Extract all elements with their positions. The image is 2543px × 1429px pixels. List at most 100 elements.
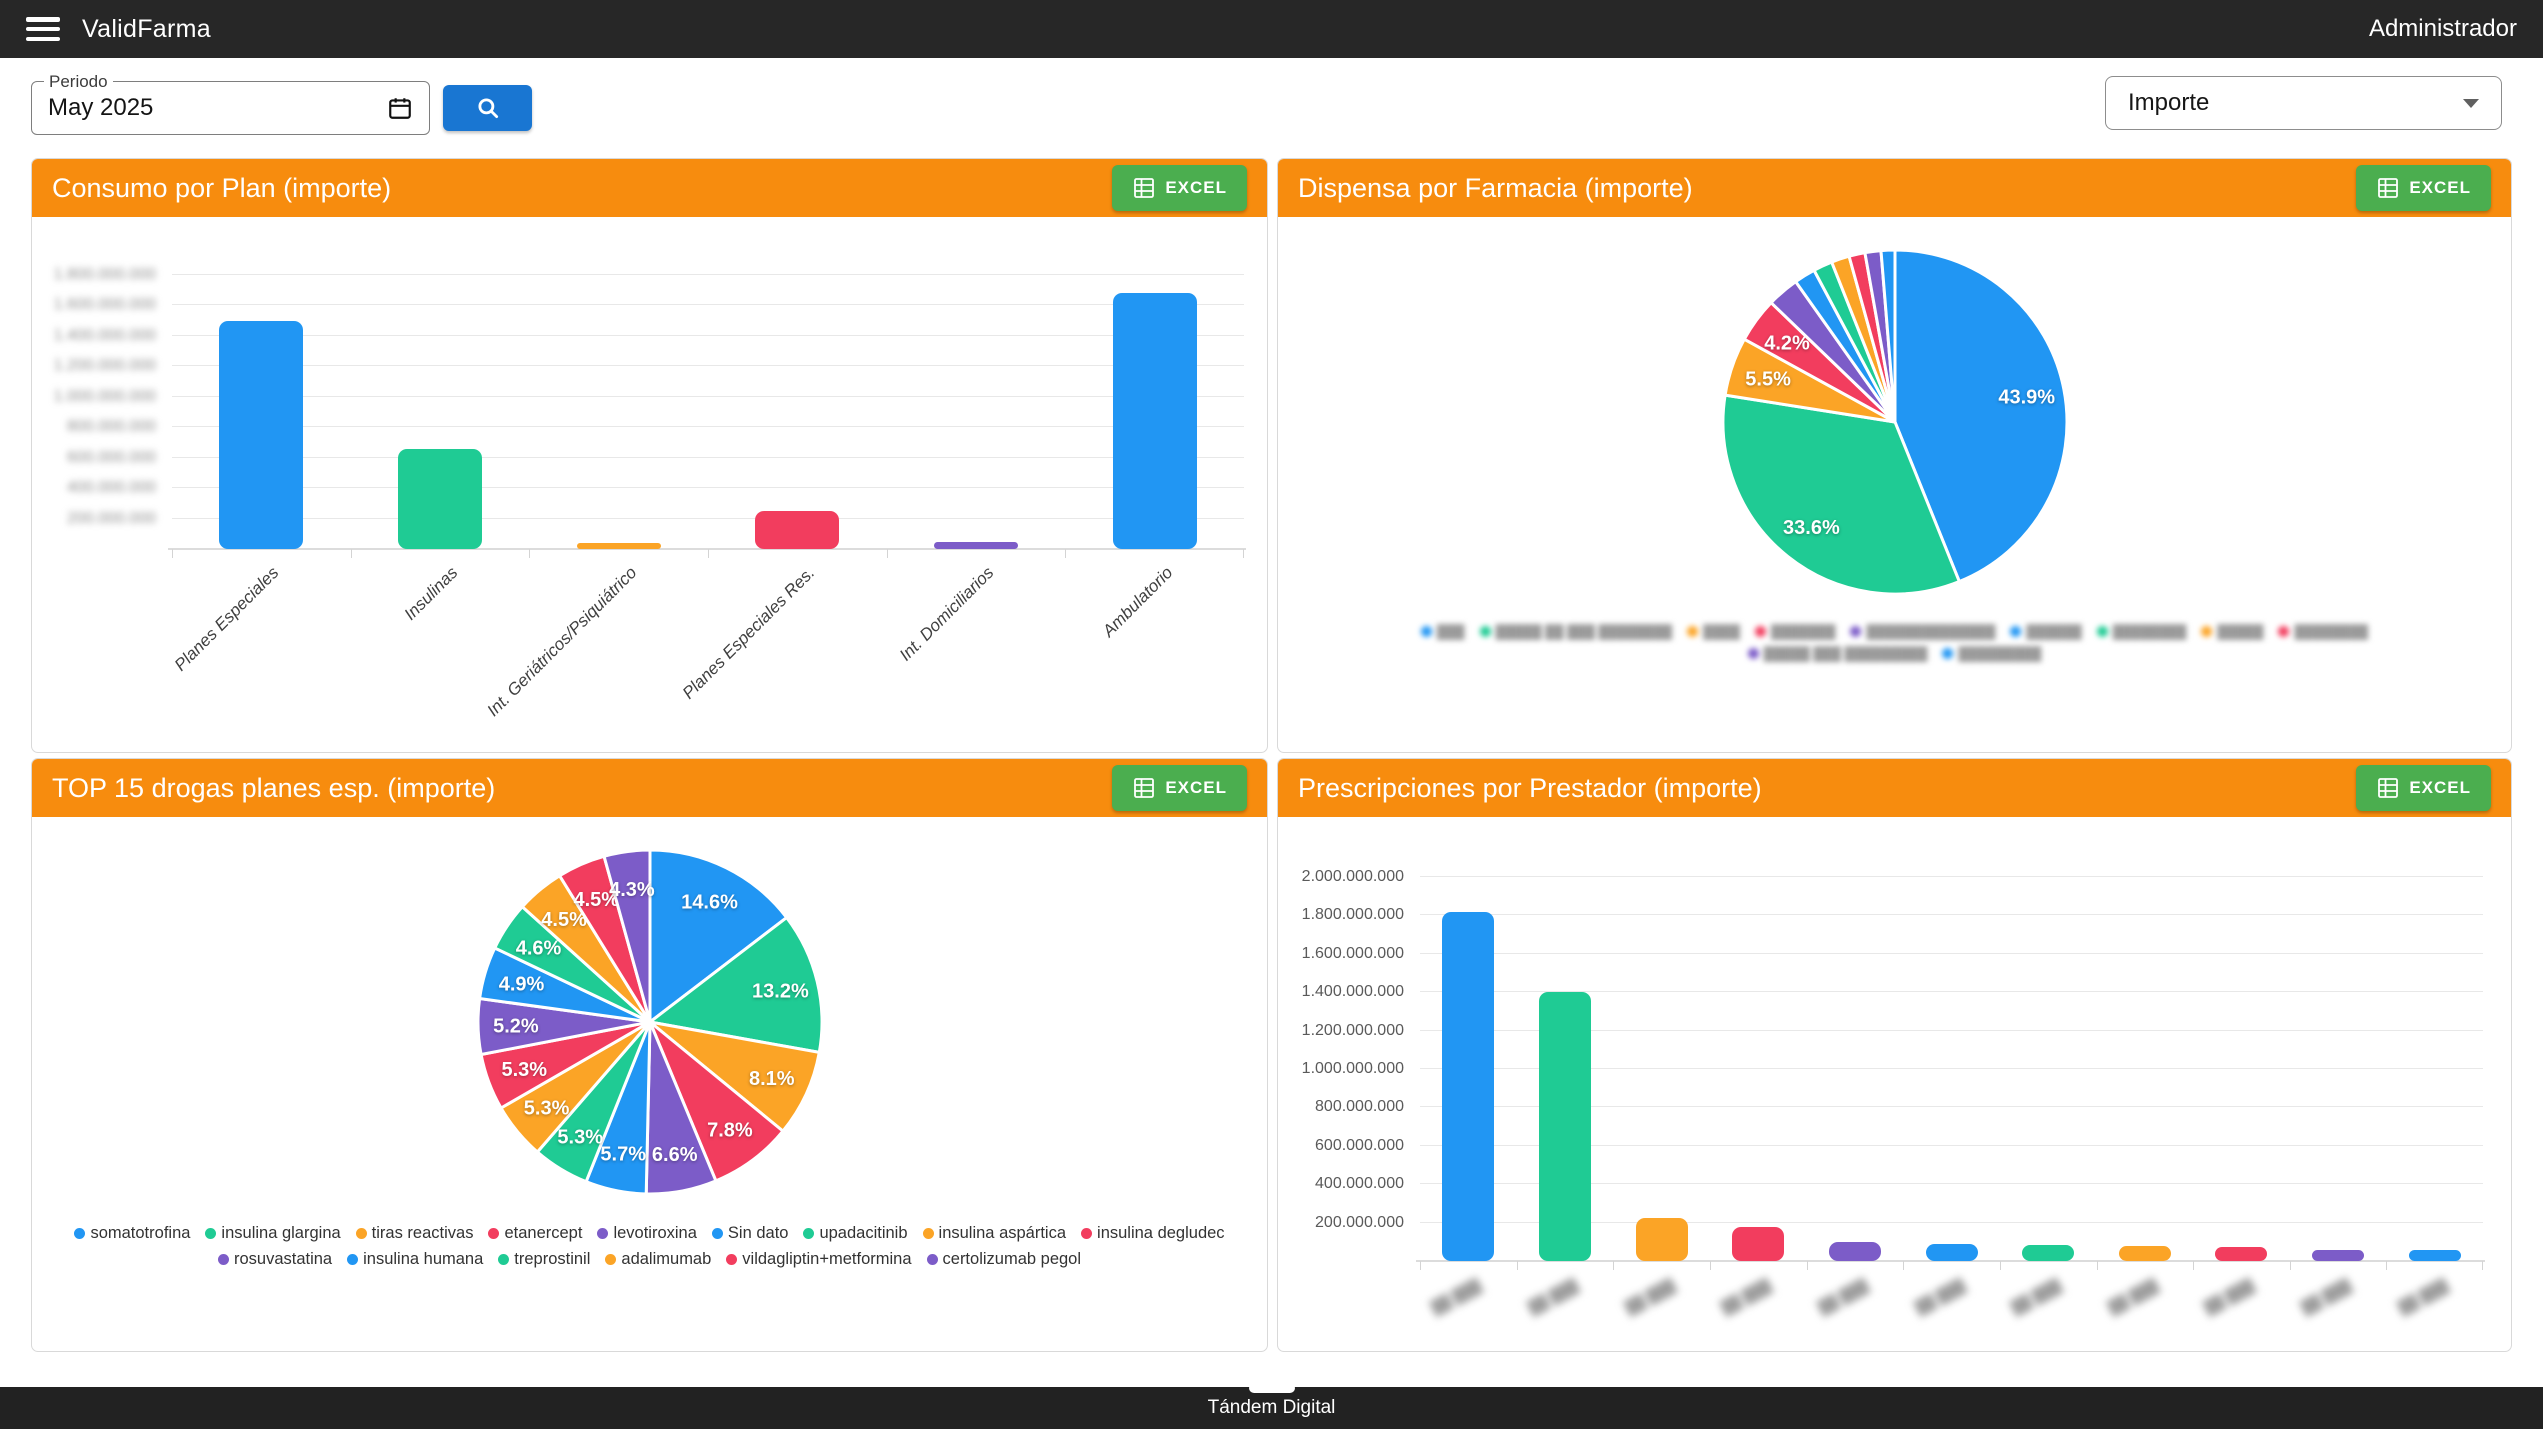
bar-1[interactable] [398,448,482,549]
pie-slice-10[interactable] [1878,248,1896,424]
legend-item[interactable]: ███ [1420,624,1465,639]
y-axis-tick-label: 1.400.000.000 [1301,983,1404,1001]
pie-slice-2[interactable] [648,1020,821,1133]
footer-notch [1248,1383,1295,1393]
excel-export-button[interactable]: EXCEL [1112,765,1247,811]
legend-item[interactable]: vildagliptin+metformina [726,1250,912,1269]
y-axis-tick-label: 800.000.000 [67,418,156,436]
excel-export-button[interactable]: EXCEL [2356,165,2491,211]
period-value[interactable]: May 2025 [48,94,154,121]
y-axis-tick-label: 1.800.000.000 [1301,906,1404,924]
x-axis-category-label: Planes Especiales Res. [679,563,819,703]
legend-dot-icon [711,1228,723,1239]
legend-item[interactable]: rosuvastatina [217,1250,333,1269]
bar-3[interactable] [755,510,840,549]
pie-slice-label: 13.2% [752,980,809,1002]
search-button[interactable] [443,85,532,131]
legend-item[interactable]: █████████ [1942,646,2041,661]
legend-label: insulina glargina [221,1224,341,1242]
bar-0[interactable] [219,320,304,549]
period-input[interactable]: Periodo May 2025 [31,72,430,135]
legend-item[interactable]: treprostinil [498,1250,590,1269]
legend-dot-icon [2278,626,2290,637]
legend-item[interactable]: tiras reactivas [355,1224,473,1243]
menu-icon[interactable] [26,17,60,41]
legend-label: rosuvastatina [233,1250,333,1268]
bar-7[interactable] [2118,1245,2171,1261]
legend-item[interactable]: ████ [1687,624,1740,639]
legend-item[interactable]: somatotrofina [74,1224,190,1243]
grid-line [172,304,1244,306]
pie-slice-1[interactable] [648,916,823,1054]
bar-5[interactable] [1925,1244,1978,1261]
y-axis-tick-label: 200.000.000 [1315,1213,1404,1231]
pie-slice-label: 4.3% [609,879,655,901]
legend-item[interactable]: certolizumab pegol [926,1250,1082,1269]
bar-10[interactable] [2408,1250,2461,1261]
bar-9[interactable] [2312,1249,2364,1261]
legend-dot-icon [605,1254,617,1265]
legend-item[interactable]: ███████ [1754,624,1836,639]
legend-label: levotiroxina [613,1224,697,1242]
panel-header: Prescripciones por Prestador (importe) E… [1278,759,2511,817]
footer: Tándem Digital [0,1383,2543,1429]
bar-6[interactable] [2022,1245,2075,1261]
y-axis-tick-label: 800.000.000 [1315,1098,1404,1116]
calendar-icon[interactable] [387,95,413,121]
legend-label: Sin dato [727,1224,789,1242]
legend-item[interactable]: insulina aspártica [922,1224,1066,1243]
axis-slot-tick [2482,1261,2483,1270]
pie-slice-1[interactable] [1721,393,1961,596]
legend-label: ███████ [1770,624,1836,639]
panel-title: Consumo por Plan (importe) [52,172,392,203]
legend-item[interactable]: insulina humana [347,1250,483,1269]
pie-slice-label: 4.5% [573,889,619,911]
panel-title: Prescripciones por Prestador (importe) [1298,772,1762,803]
legend-item[interactable]: ████████ [2096,624,2186,639]
bar-4[interactable] [934,541,1018,549]
bar-4[interactable] [1828,1241,1881,1261]
grid-line [172,517,1244,519]
pie-slice-14[interactable] [602,848,651,1024]
pie-slice-0[interactable] [648,848,788,1024]
y-axis-tick-label: 1.000.000.000 [1301,1059,1404,1077]
metric-select[interactable]: Importe [2105,76,2502,130]
legend-item[interactable]: insulina glargina [205,1224,341,1243]
bar-2[interactable] [1635,1217,1688,1261]
panel-header: Dispensa por Farmacia (importe) EXCEL [1278,159,2511,217]
bar-0[interactable] [1442,911,1495,1261]
legend-dot-icon [1081,1228,1093,1239]
legend-item[interactable]: █████ ███ █████████ [1747,646,1927,661]
bar-2[interactable] [576,543,661,549]
excel-export-button[interactable]: EXCEL [1112,165,1247,211]
bar-1[interactable] [1539,992,1591,1261]
axis-slot-tick [1516,1261,1518,1270]
legend-item[interactable]: adalimumab [605,1250,711,1269]
x-axis-category-label: ██ ███ [2202,1277,2257,1317]
grid-line [172,334,1244,336]
legend-item[interactable]: etanercept [488,1224,582,1243]
legend-item[interactable]: █████ ██ ███ ████████ [1479,624,1672,639]
pie-slice-0[interactable] [1893,248,2068,584]
legend-item[interactable]: █████ [2201,624,2263,639]
legend-item[interactable]: levotiroxina [597,1224,697,1243]
excel-export-button[interactable]: EXCEL [2356,765,2491,811]
legend-item[interactable]: ██████ [2010,624,2082,639]
spreadsheet-icon [1134,778,1155,798]
bar-5[interactable] [1112,293,1197,549]
y-axis-tick-label: 1.200.000.000 [1301,1021,1404,1039]
x-axis-category-label: ██ ███ [2395,1277,2451,1317]
legend-item[interactable]: Sin dato [711,1224,789,1243]
bar-3[interactable] [1732,1227,1785,1261]
legend-item[interactable]: ████████ [2278,624,2368,639]
pie-slice-label: 43.9% [1998,386,2055,408]
legend-item[interactable]: ██████████████ [1850,624,1995,639]
bar-chart-consumo: 200.000.000 400.000.000 600.000.000 800.000… [32,217,1267,752]
legend-label: certolizumab pegol [942,1250,1082,1268]
y-axis-tick-label: 1.600.000.000 [53,296,156,314]
legend-item[interactable]: upadacitinib [803,1224,908,1243]
pie-slice-label: 4.9% [498,974,544,996]
legend-item[interactable]: insulina degludec [1081,1224,1225,1243]
bar-chart-prestador: 200.000.000 400.000.000 600.000.000 800.000… [1278,817,2511,1351]
bar-8[interactable] [2215,1247,2268,1261]
